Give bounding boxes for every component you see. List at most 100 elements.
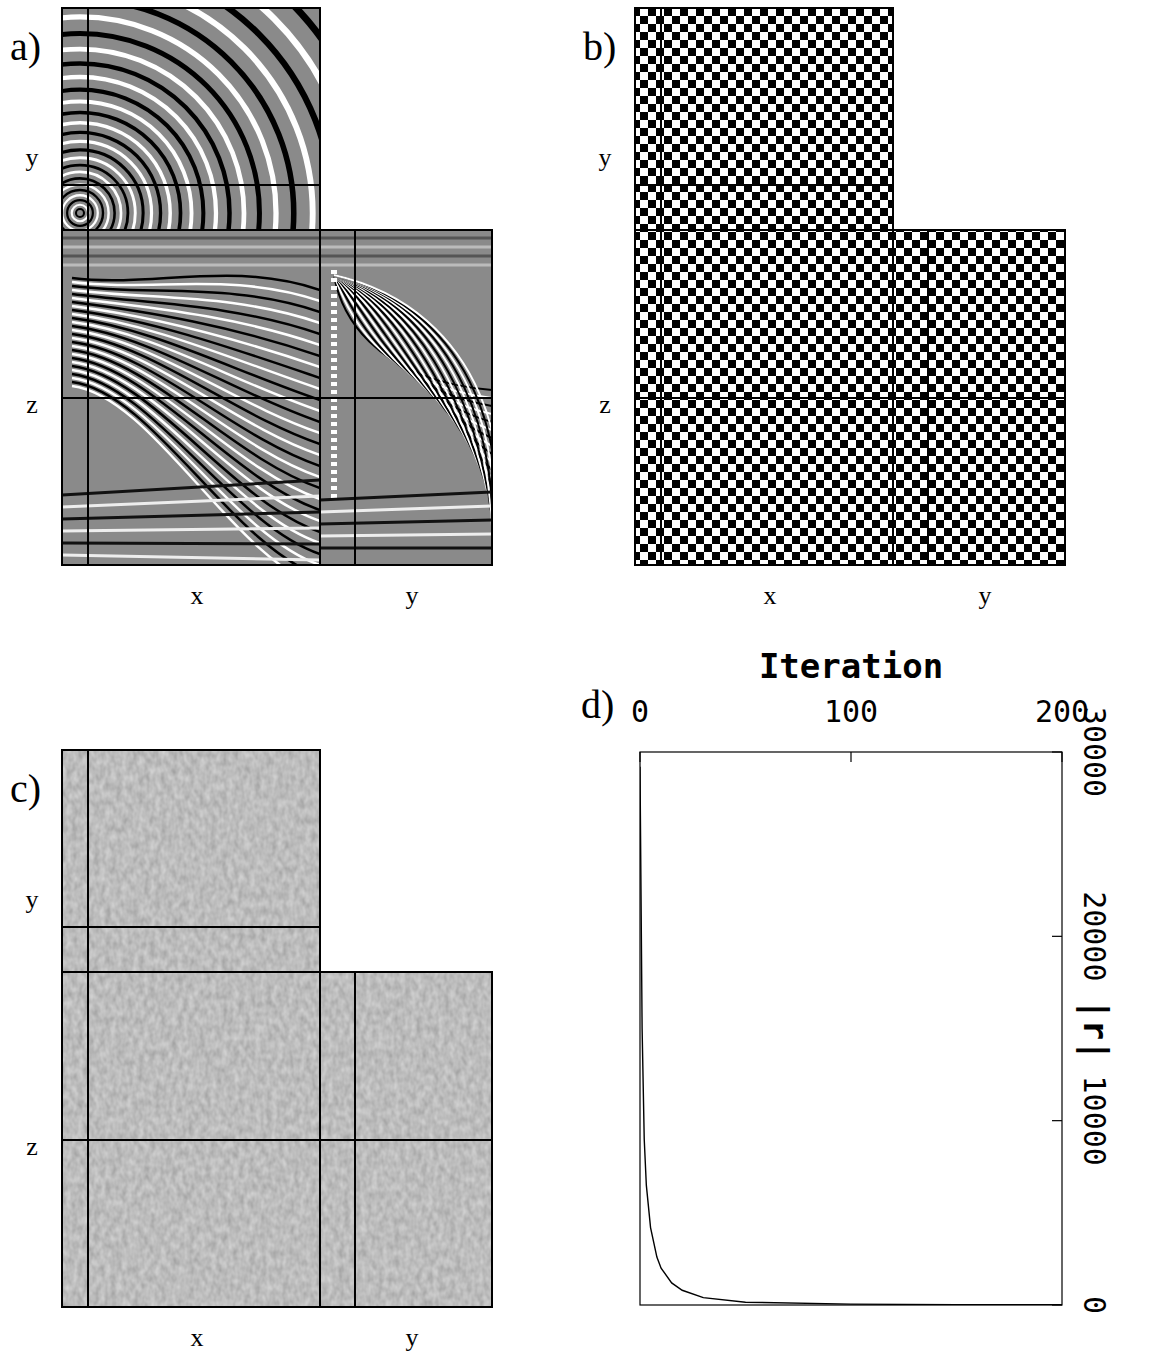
panel-letter: d) bbox=[581, 682, 614, 727]
wave-curve bbox=[72, 382, 320, 565]
wave-flat bbox=[62, 480, 320, 495]
wave-flat bbox=[62, 528, 320, 531]
label: y bbox=[406, 581, 419, 610]
top-frame bbox=[62, 8, 320, 230]
x-tick-label: 0 bbox=[631, 694, 649, 729]
wave-curve bbox=[334, 275, 492, 542]
front-texture bbox=[635, 230, 1065, 565]
wave-arc bbox=[62, 132, 161, 230]
label: y bbox=[599, 143, 612, 172]
wave-curve bbox=[334, 275, 492, 558]
figure-root: a)yzxyb)yzxyc)yzxy0100200010000200003000… bbox=[0, 0, 1168, 1357]
x-tick bbox=[639, 752, 640, 762]
slice-line bbox=[354, 972, 356, 1307]
wave-arc bbox=[62, 8, 320, 230]
label: y bbox=[979, 581, 992, 610]
label: z bbox=[26, 390, 38, 419]
front-texture bbox=[62, 972, 492, 1307]
label: x bbox=[764, 581, 777, 610]
panel-3: 01002000100002000030000Iteration|r|d) bbox=[581, 646, 1116, 1314]
wave-arc bbox=[62, 77, 216, 230]
wave-arc bbox=[72, 205, 89, 222]
wave-arc bbox=[62, 184, 109, 230]
label: c) bbox=[10, 766, 41, 811]
x-tick bbox=[1061, 752, 1062, 762]
slice-line bbox=[354, 230, 356, 565]
x-tick bbox=[850, 752, 851, 762]
label: y bbox=[26, 143, 39, 172]
wave-flat bbox=[320, 506, 492, 512]
top-frame bbox=[62, 750, 320, 972]
wave-arc bbox=[62, 8, 320, 230]
figure: a)yzxyb)yzxyc)yzxy0100200010000200003000… bbox=[0, 0, 1168, 1357]
wave-flat bbox=[320, 520, 492, 524]
panel-0: a)yzxy bbox=[0, 0, 500, 610]
y-tick bbox=[1052, 751, 1062, 752]
wave-flat bbox=[62, 555, 320, 560]
label: x bbox=[191, 1323, 204, 1352]
band bbox=[62, 246, 320, 249]
band bbox=[320, 264, 492, 267]
slice-line bbox=[62, 397, 492, 399]
residual-line bbox=[640, 767, 1062, 1305]
slice-line bbox=[635, 184, 893, 186]
x-axis-title: Iteration bbox=[759, 646, 943, 686]
slice-line bbox=[927, 230, 929, 565]
wave-arc bbox=[62, 172, 121, 230]
label: a) bbox=[10, 24, 41, 69]
wave-arc bbox=[62, 190, 103, 230]
band bbox=[320, 246, 492, 249]
wave-flat bbox=[62, 543, 320, 544]
label: z bbox=[599, 390, 611, 419]
wave-flat bbox=[320, 534, 492, 536]
wave-curve bbox=[334, 275, 492, 494]
slice-line bbox=[62, 184, 320, 186]
slice-line bbox=[62, 926, 320, 928]
y-tick-label: 10000 bbox=[1077, 1076, 1112, 1166]
y-tick-label: 30000 bbox=[1077, 707, 1112, 797]
band bbox=[320, 255, 492, 258]
wave-curve bbox=[72, 386, 320, 565]
slice-line bbox=[635, 397, 1065, 399]
y-axis-title: |r| bbox=[1076, 999, 1116, 1060]
label: b) bbox=[583, 24, 616, 69]
top-texture bbox=[62, 750, 320, 972]
slice-line bbox=[87, 8, 89, 565]
label: y bbox=[26, 885, 39, 914]
wave-arc bbox=[62, 195, 98, 230]
band bbox=[62, 255, 320, 258]
top-texture bbox=[62, 8, 320, 230]
slice-line bbox=[660, 8, 662, 565]
wave-arc bbox=[62, 90, 203, 230]
wave-flat bbox=[62, 496, 320, 507]
wave-spike bbox=[331, 270, 337, 500]
top-texture bbox=[635, 8, 893, 230]
band bbox=[62, 237, 320, 240]
slice-line bbox=[87, 750, 89, 1307]
label: z bbox=[26, 1132, 38, 1161]
wave-arc bbox=[76, 209, 84, 217]
plot-data bbox=[640, 767, 1062, 1305]
slice-line bbox=[62, 1139, 492, 1141]
wave-arc bbox=[62, 112, 181, 230]
plot-frame bbox=[640, 752, 1062, 1305]
wave-curve bbox=[72, 378, 320, 565]
wave-arc bbox=[62, 8, 313, 230]
top-frame bbox=[635, 8, 893, 230]
wave-flat bbox=[320, 547, 492, 550]
y-tick bbox=[1052, 936, 1062, 937]
wave-curve bbox=[334, 275, 492, 438]
band bbox=[320, 237, 492, 240]
panel-2: c) y z x y bbox=[10, 750, 492, 1352]
wave-flat bbox=[320, 492, 492, 500]
label: y bbox=[406, 1323, 419, 1352]
wave-curve bbox=[72, 354, 320, 499]
wave-arc bbox=[62, 8, 320, 230]
wave-arc bbox=[62, 8, 320, 230]
x-tick-label: 100 bbox=[824, 694, 878, 729]
y-tick bbox=[1052, 1120, 1062, 1121]
panel-1: b) y z x y bbox=[583, 8, 1065, 610]
wave-arc bbox=[62, 123, 170, 230]
wave-flat bbox=[62, 512, 320, 519]
wave-curve bbox=[334, 275, 492, 478]
